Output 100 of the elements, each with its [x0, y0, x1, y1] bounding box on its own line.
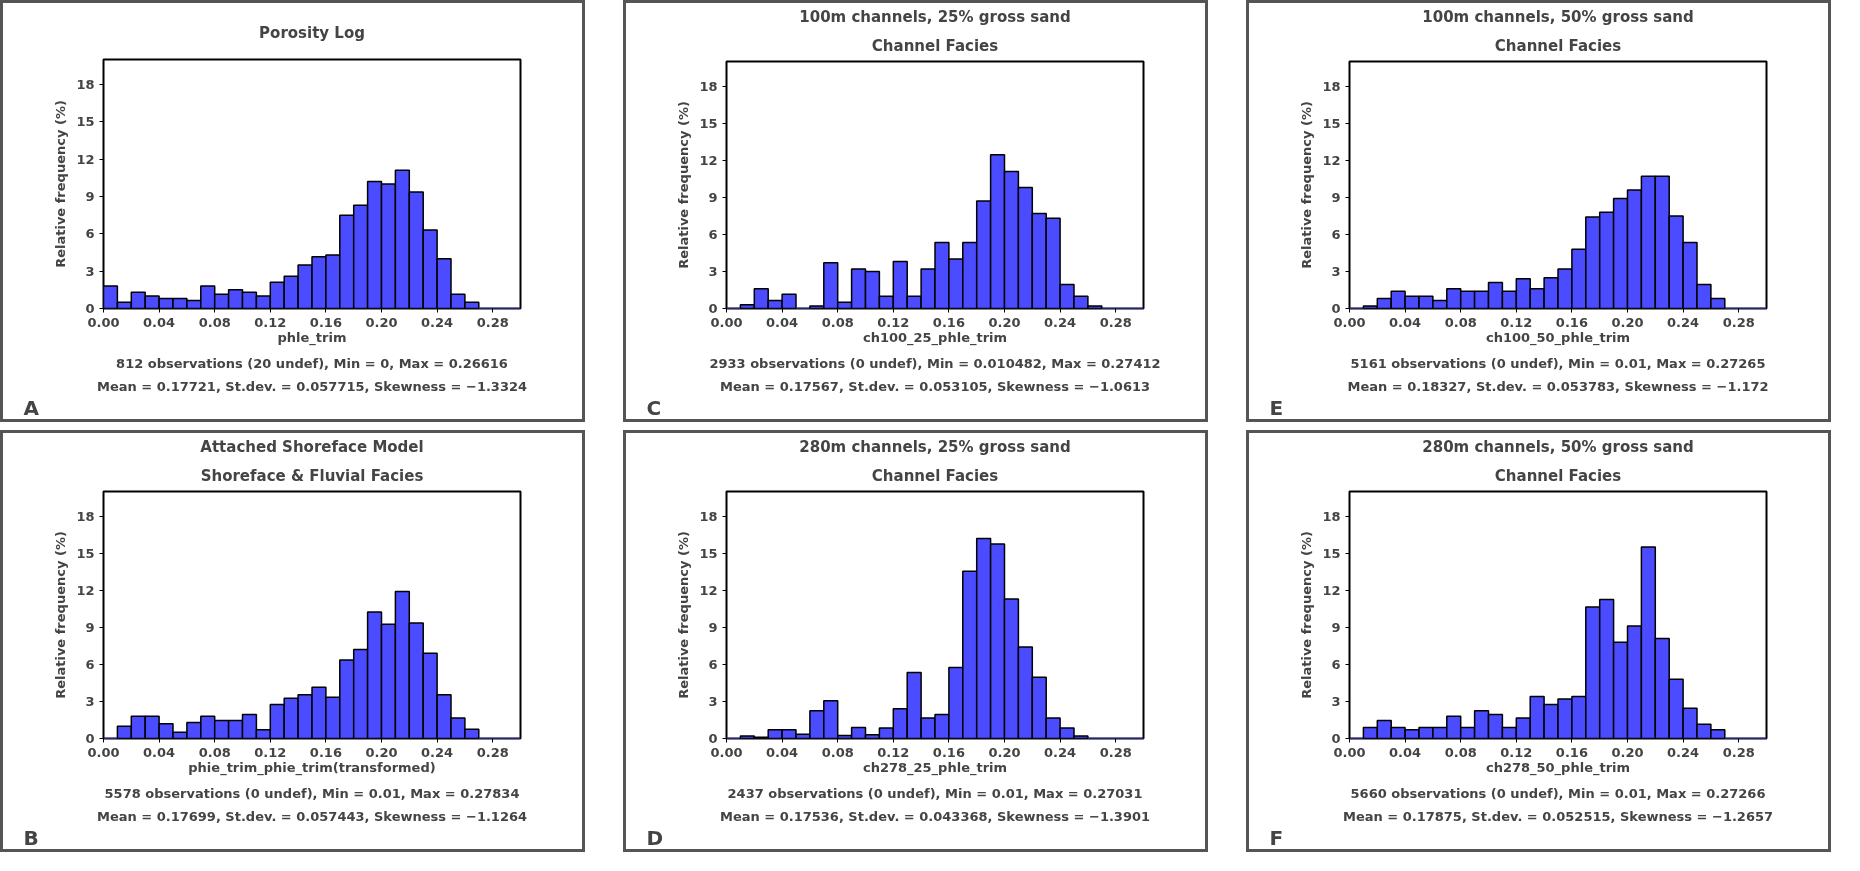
y-tick-label: 3 [85, 263, 95, 279]
x-axis-title: ch100_25_phle_trim [862, 329, 1008, 346]
text: F [1269, 825, 1284, 850]
x-tick-label: 0.12 [1500, 314, 1533, 330]
y-tick-label: 6 [1331, 656, 1341, 672]
chart-title: 280m channels, 25% gross sand [799, 437, 1071, 456]
x-tick-label: 0.04 [766, 314, 799, 330]
x-tick-label: 0.20 [365, 744, 398, 760]
y-tick-label: 0 [85, 731, 95, 746]
y-tick-label: 9 [1331, 189, 1341, 205]
y-tick-label: 18 [76, 508, 95, 524]
x-tick-label: 0.20 [988, 314, 1021, 330]
x-tick-label: 0.08 [821, 744, 854, 760]
x-tick-label: 0.04 [766, 744, 799, 760]
chart-subtitle: Channel Facies [1494, 466, 1622, 485]
x-axis-title: phie_trim_phie_trim(transformed) [188, 759, 436, 776]
y-tick-label: 15 [1322, 545, 1341, 561]
x-tick-label: 0.04 [1389, 744, 1422, 760]
text: 812 observations (20 undef), Min = 0, Max = 0.26616 [116, 355, 508, 371]
x-tick-label: 0.00 [710, 744, 743, 760]
x-tick-label: 0.12 [254, 314, 287, 330]
x-tick-label: 0.08 [198, 744, 231, 760]
y-axis-title: Relative frequency (%) [53, 100, 69, 268]
chart-title: Porosity Log [259, 23, 365, 42]
text: E [1269, 395, 1284, 420]
y-tick-label: 12 [699, 152, 718, 168]
chart-subtitle: Channel Facies [871, 466, 999, 485]
x-tick-label: 0.16 [932, 314, 965, 330]
x-tick-label: 0.08 [1444, 314, 1477, 330]
text: Mean = 0.17721, St.dev. = 0.057715, Skewness = −1.3324 [96, 378, 528, 394]
y-tick-label: 15 [699, 115, 718, 131]
y-tick-label: 18 [699, 78, 718, 94]
x-axis-title: ch100_50_phle_trim [1485, 329, 1631, 346]
x-tick-label: 0.12 [254, 744, 287, 760]
x-tick-label: 0.04 [1389, 314, 1422, 330]
text: Mean = 0.17567, St.dev. = 0.053105, Skewness = −1.0613 [719, 378, 1151, 394]
text: Mean = 0.17699, St.dev. = 0.057443, Skewness = −1.1264 [96, 808, 528, 824]
y-tick-label: 18 [1322, 508, 1341, 524]
x-tick-label: 0.20 [988, 744, 1021, 760]
y-tick-label: 18 [76, 76, 95, 92]
x-tick-label: 0.16 [309, 744, 342, 760]
x-tick-label: 0.28 [476, 744, 509, 760]
x-tick-label: 0.00 [710, 314, 743, 330]
y-tick-label: 12 [76, 582, 95, 598]
y-tick-label: 3 [1331, 693, 1341, 709]
y-axis-title: Relative frequency (%) [676, 531, 692, 699]
y-tick-label: 3 [85, 693, 95, 709]
y-tick-label: 18 [699, 508, 718, 524]
y-tick-label: 3 [708, 693, 718, 709]
text: C [646, 395, 662, 420]
y-tick-label: 6 [708, 656, 718, 672]
y-tick-label: 9 [1331, 619, 1341, 635]
text: A [23, 395, 40, 420]
x-tick-label: 0.24 [1044, 314, 1077, 330]
y-tick-label: 9 [708, 619, 718, 635]
chart-title: Attached Shoreface Model [200, 437, 424, 456]
x-tick-label: 0.08 [198, 314, 231, 330]
y-tick-label: 3 [1331, 263, 1341, 279]
x-axis-title: phle_trim [277, 329, 347, 346]
x-tick-label: 0.16 [1555, 314, 1588, 330]
x-tick-label: 0.16 [932, 744, 965, 760]
y-tick-label: 0 [1331, 301, 1341, 316]
y-axis-title: Relative frequency (%) [1299, 531, 1315, 699]
x-tick-label: 0.20 [1611, 314, 1644, 330]
text: 5161 observations (0 undef), Min = 0.01, Max = 0.27265 [1350, 355, 1766, 371]
x-tick-label: 0.24 [1044, 744, 1077, 760]
y-tick-label: 12 [1322, 152, 1341, 168]
x-tick-label: 0.12 [877, 314, 910, 330]
y-tick-label: 6 [85, 226, 95, 242]
y-tick-label: 12 [1322, 582, 1341, 598]
x-tick-label: 0.12 [1500, 744, 1533, 760]
x-tick-label: 0.00 [87, 744, 120, 760]
x-axis-title: ch278_50_phle_trim [1485, 759, 1631, 776]
x-tick-label: 0.20 [365, 314, 398, 330]
text: 5660 observations (0 undef), Min = 0.01, Max = 0.27266 [1350, 785, 1766, 801]
y-tick-label: 6 [1331, 226, 1341, 242]
x-tick-label: 0.24 [1667, 744, 1700, 760]
text: Mean = 0.17536, St.dev. = 0.043368, Skewness = −1.3901 [719, 808, 1151, 824]
y-tick-label: 15 [76, 114, 95, 130]
y-tick-label: 6 [85, 656, 95, 672]
y-tick-label: 3 [708, 263, 718, 279]
text: Mean = 0.17875, St.dev. = 0.052515, Skewness = −1.2657 [1342, 808, 1774, 824]
y-tick-label: 12 [76, 151, 95, 167]
chart-title: 100m channels, 25% gross sand [799, 7, 1071, 26]
y-tick-label: 18 [1322, 78, 1341, 94]
y-tick-label: 0 [708, 301, 718, 316]
chart-subtitle: Channel Facies [871, 36, 999, 55]
x-tick-label: 0.04 [143, 314, 176, 330]
x-axis-title: ch278_25_phle_trim [862, 759, 1008, 776]
x-tick-label: 0.08 [1444, 744, 1477, 760]
y-tick-label: 9 [85, 619, 95, 635]
y-tick-label: 9 [708, 189, 718, 205]
text: 2933 observations (0 undef), Min = 0.010482, Max = 0.27412 [709, 355, 1161, 371]
y-tick-label: 0 [708, 731, 718, 746]
y-tick-label: 15 [699, 545, 718, 561]
y-tick-label: 15 [1322, 115, 1341, 131]
x-tick-label: 0.24 [421, 744, 454, 760]
text: 5578 observations (0 undef), Min = 0.01, Max = 0.27834 [104, 785, 520, 801]
y-tick-label: 0 [85, 301, 95, 316]
text: B [23, 825, 39, 850]
